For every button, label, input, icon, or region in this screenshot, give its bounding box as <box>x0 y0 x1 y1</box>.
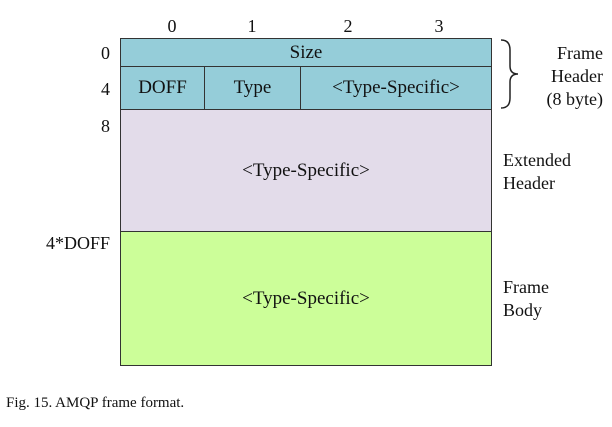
doff-field: DOFF <box>120 66 205 110</box>
frame-body-side-label: Frame Body <box>503 276 549 322</box>
frame-header-side-label: Frame Header (8 byte) <box>523 42 603 111</box>
frame-body-line1: Frame <box>503 277 549 297</box>
frame-header-line3: (8 byte) <box>546 89 603 109</box>
column-index-3: 3 <box>434 16 444 36</box>
header-type-specific-label: <Type-Specific> <box>332 77 460 98</box>
frame-header-brace <box>500 39 519 109</box>
size-label: Size <box>289 41 323 63</box>
row-offset-4: 4 <box>101 79 110 99</box>
extended-header-line2: Header <box>503 173 555 193</box>
type-field: Type <box>204 66 301 110</box>
column-index-0: 0 <box>167 16 177 36</box>
frame-header-line2: Header <box>551 66 603 86</box>
frame-body-block: <Type-Specific> <box>120 231 492 366</box>
frame-body-line2: Body <box>503 300 543 320</box>
frame-body-content-label: <Type-Specific> <box>242 287 370 309</box>
extended-header-block: <Type-Specific> <box>120 109 492 232</box>
extended-header-line1: Extended <box>503 150 571 170</box>
extended-header-content-label: <Type-Specific> <box>242 159 370 181</box>
column-index-2: 2 <box>343 16 353 36</box>
column-index-1: 1 <box>247 16 257 36</box>
header-type-specific-field: <Type-Specific> <box>300 66 492 110</box>
row-offset-8: 8 <box>101 116 110 136</box>
frame-header-line1: Frame <box>557 43 603 63</box>
extended-header-side-label: Extended Header <box>503 149 571 195</box>
figure-caption: Fig. 15. AMQP frame format. <box>6 395 185 411</box>
type-label: Type <box>233 77 272 98</box>
row-offset-4doff: 4*DOFF <box>45 233 110 253</box>
doff-label: DOFF <box>138 77 187 98</box>
size-field: Size <box>120 38 492 67</box>
row-offset-0: 0 <box>101 43 110 63</box>
